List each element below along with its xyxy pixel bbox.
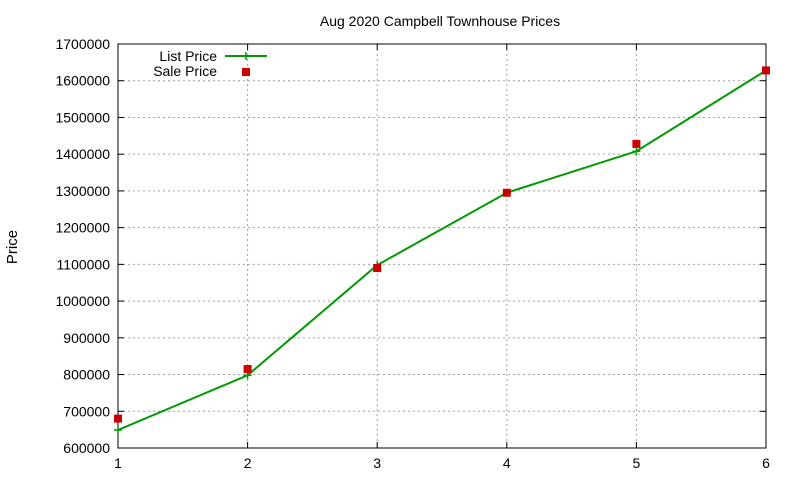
data-point-sale-price xyxy=(114,414,122,423)
series-list-price xyxy=(114,66,770,435)
series-sale-price xyxy=(114,66,770,423)
legend-label-list-price: List Price xyxy=(159,48,217,64)
y-tick-label: 1600000 xyxy=(55,73,110,89)
y-tick-label: 1000000 xyxy=(55,293,110,309)
y-tick-label: 600000 xyxy=(63,440,110,456)
x-tick-label: 5 xyxy=(633,455,641,471)
y-tick-label: 1100000 xyxy=(57,256,111,272)
y-tick-label: 900000 xyxy=(63,330,110,346)
y-tick-label: 1400000 xyxy=(55,146,110,162)
data-point-sale-price xyxy=(373,264,382,273)
x-tick-label: 6 xyxy=(762,455,770,471)
data-point-sale-price xyxy=(502,188,511,197)
y-tick-label: 1300000 xyxy=(55,183,110,199)
tick-labels: 6000007000008000009000001000000110000012… xyxy=(55,36,770,471)
y-axis-title: Price xyxy=(4,230,21,264)
axes xyxy=(117,43,767,449)
gridlines xyxy=(118,44,766,448)
data-point-sale-price xyxy=(243,365,252,374)
data-point-list-price xyxy=(632,147,641,156)
y-tick-label: 1500000 xyxy=(55,109,110,125)
x-tick-label: 4 xyxy=(503,455,511,471)
x-tick-label: 2 xyxy=(244,455,252,471)
y-tick-label: 1200000 xyxy=(55,220,110,236)
y-tick-label: 800000 xyxy=(63,367,110,383)
plot-border xyxy=(117,43,767,449)
y-tick-label: 1700000 xyxy=(55,36,110,52)
x-tick-label: 3 xyxy=(373,455,381,471)
data-point-sale-price xyxy=(762,66,770,75)
legend-label-sale-price: Sale Price xyxy=(153,63,217,79)
series-layer xyxy=(114,66,770,435)
series-line-list-price xyxy=(117,69,767,431)
legend-marker-sale-price xyxy=(242,68,250,76)
x-tick-label: 1 xyxy=(114,455,122,471)
chart-title: Aug 2020 Campbell Townhouse Prices xyxy=(320,13,560,29)
data-point-list-price xyxy=(114,426,122,435)
y-tick-label: 700000 xyxy=(63,403,110,419)
legend: List Price Sale Price xyxy=(153,48,267,79)
legend-marker-list-price xyxy=(242,52,250,60)
data-point-sale-price xyxy=(632,139,641,148)
